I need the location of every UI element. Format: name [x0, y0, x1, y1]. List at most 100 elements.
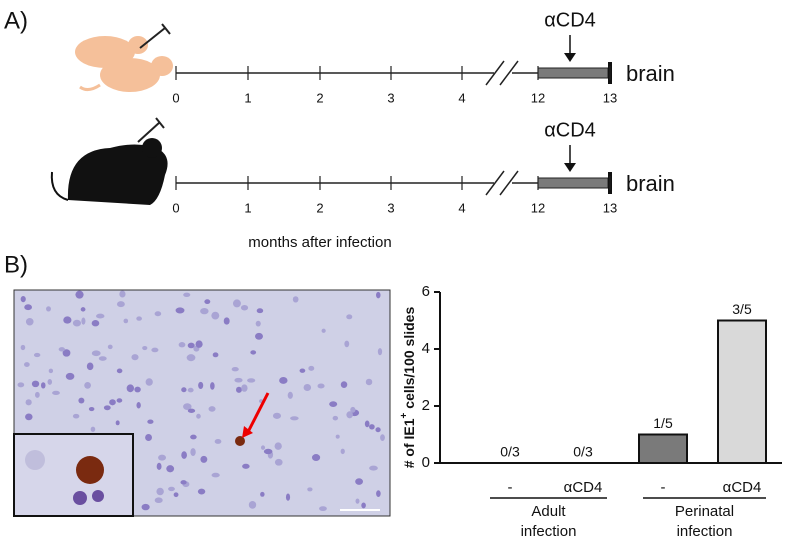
nucleus [52, 390, 60, 395]
bar-annotation: 0/3 [500, 444, 520, 460]
nucleus [344, 340, 350, 348]
arrow-head [564, 53, 576, 62]
nucleus [247, 378, 256, 383]
nucleus [173, 492, 179, 498]
nucleus [88, 406, 95, 412]
nucleus [31, 380, 40, 388]
nucleus [183, 403, 192, 410]
nucleus [346, 314, 353, 320]
bar-chart: 0 2 4 6 # of IE1+ cells/100 slides 0/3 - 0/3 αCD… [399, 283, 782, 540]
axis-break [485, 60, 505, 86]
nucleus [103, 405, 111, 411]
histology-image [13, 289, 391, 517]
bar [717, 319, 767, 464]
nucleus [317, 383, 325, 389]
nucleus [20, 344, 26, 351]
nucleus [231, 367, 239, 372]
nucleus [116, 398, 123, 403]
nucleus [126, 384, 135, 393]
nucleus [151, 347, 159, 353]
endpoint-label: brain [626, 171, 675, 196]
nucleus [33, 352, 41, 358]
nucleus [335, 434, 340, 439]
nucleus [34, 391, 40, 398]
nucleus [377, 348, 383, 356]
nucleus [260, 491, 265, 497]
nucleus [178, 342, 186, 348]
nucleus [25, 399, 32, 406]
bar-annotation: 3/5 [732, 301, 752, 317]
nucleus [80, 307, 86, 312]
axis-break [485, 170, 505, 196]
nucleus [24, 304, 32, 311]
nucleus [287, 391, 293, 399]
nucleus [91, 350, 101, 357]
nucleus [183, 292, 191, 298]
nucleus [272, 412, 282, 419]
panel-label: B) [4, 251, 28, 278]
nucleus [307, 487, 313, 492]
bar-annotation: 0/3 [573, 444, 593, 460]
nucleus [241, 384, 248, 392]
nucleus [131, 354, 139, 361]
nucleus [166, 465, 175, 473]
nucleus [72, 413, 80, 419]
tick-label: 0 [172, 200, 179, 215]
nucleus [107, 344, 113, 350]
group-label: infection [677, 523, 733, 540]
nucleus [134, 386, 141, 393]
nucleus [123, 318, 129, 324]
tick-label: 4 [458, 90, 465, 105]
nucleus [47, 378, 53, 385]
nucleus [63, 316, 72, 324]
nucleus [91, 320, 100, 327]
nucleus [211, 311, 220, 320]
nucleus [75, 290, 84, 299]
nucleus [190, 434, 197, 440]
nucleus [65, 372, 75, 380]
nucleus [248, 501, 257, 509]
nucleus [145, 378, 153, 386]
nucleus [23, 362, 30, 367]
nucleus [255, 320, 261, 327]
treatment-bar [537, 67, 609, 79]
tick-label: 12 [531, 200, 545, 215]
axis-break [499, 60, 519, 86]
nucleus [311, 454, 321, 462]
axis-break [499, 170, 519, 196]
nucleus [303, 383, 312, 392]
x-tick-label: αCD4 [723, 479, 762, 496]
nucleus [319, 506, 327, 512]
nucleus [40, 382, 46, 389]
nucleus [321, 328, 326, 333]
nucleus [187, 408, 196, 413]
nucleus [210, 382, 215, 390]
tick-label: 3 [387, 90, 394, 105]
bar [638, 433, 688, 464]
nucleus [90, 426, 96, 432]
nucleus [256, 308, 264, 314]
nucleus [292, 296, 299, 303]
nucleus [190, 448, 196, 457]
nucleus [168, 486, 175, 492]
nucleus [115, 420, 120, 426]
tick-label: 2 [316, 200, 323, 215]
nucleus [156, 487, 164, 496]
nucleus [365, 378, 373, 386]
nucleus [364, 420, 370, 428]
nucleus [158, 454, 166, 461]
y-tick-label: 6 [422, 283, 430, 300]
nucleus [346, 411, 353, 419]
nucleus [242, 463, 250, 469]
nucleus [308, 365, 315, 371]
nucleus [204, 299, 211, 305]
nucleus [369, 424, 375, 430]
nucleus [136, 316, 142, 321]
nucleus [181, 387, 187, 393]
nucleus [187, 342, 195, 349]
nucleus [154, 311, 162, 317]
group-label: infection [521, 523, 577, 540]
nucleus [119, 290, 126, 298]
x-axis-title: months after infection [248, 234, 391, 251]
nucleus [380, 434, 385, 441]
